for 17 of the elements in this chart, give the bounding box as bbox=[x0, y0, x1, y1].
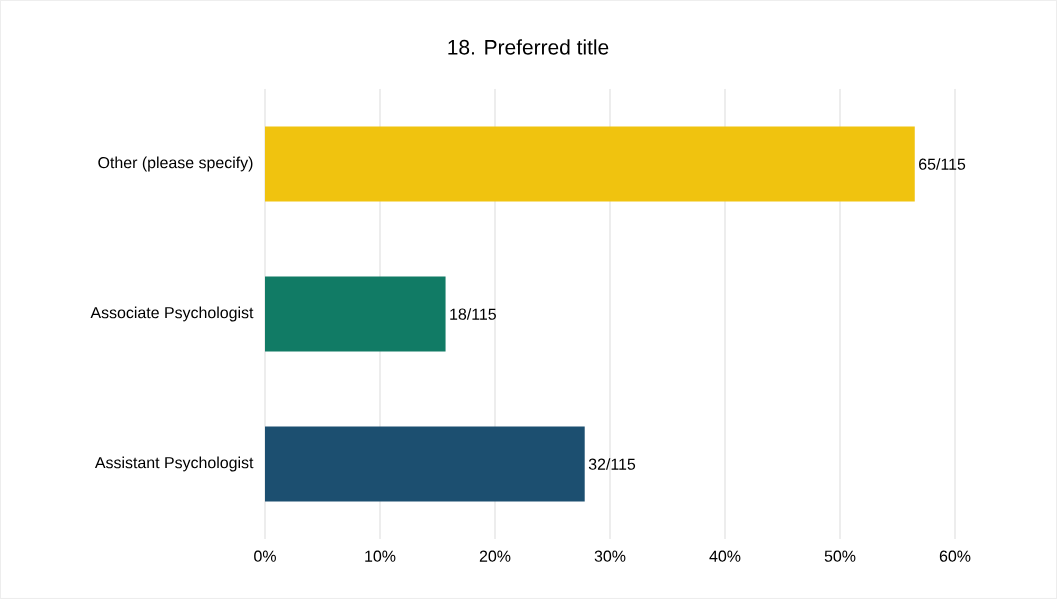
y-tick-label: Assistant Psychologist bbox=[94, 456, 254, 472]
data-label: 32/115 bbox=[588, 458, 636, 470]
data-label: 65/115 bbox=[919, 158, 966, 170]
bar bbox=[265, 126, 915, 202]
x-tick-label: 60% bbox=[939, 550, 971, 562]
chart-title: 18. Preferred title bbox=[448, 39, 609, 55]
data-label: 18/115 bbox=[450, 308, 496, 320]
bar bbox=[265, 426, 585, 502]
x-tick-label: 0% bbox=[254, 550, 276, 562]
x-tick-label: 40% bbox=[709, 550, 741, 562]
bar bbox=[265, 276, 446, 352]
x-tick-label: 20% bbox=[479, 550, 511, 562]
x-tick-label: 30% bbox=[594, 550, 626, 562]
y-tick-label: Other (please specify) bbox=[98, 156, 253, 172]
x-tick-label: 10% bbox=[365, 550, 396, 562]
x-tick-label: 50% bbox=[824, 550, 856, 562]
y-tick-label: Associate Psychologist bbox=[90, 306, 254, 322]
